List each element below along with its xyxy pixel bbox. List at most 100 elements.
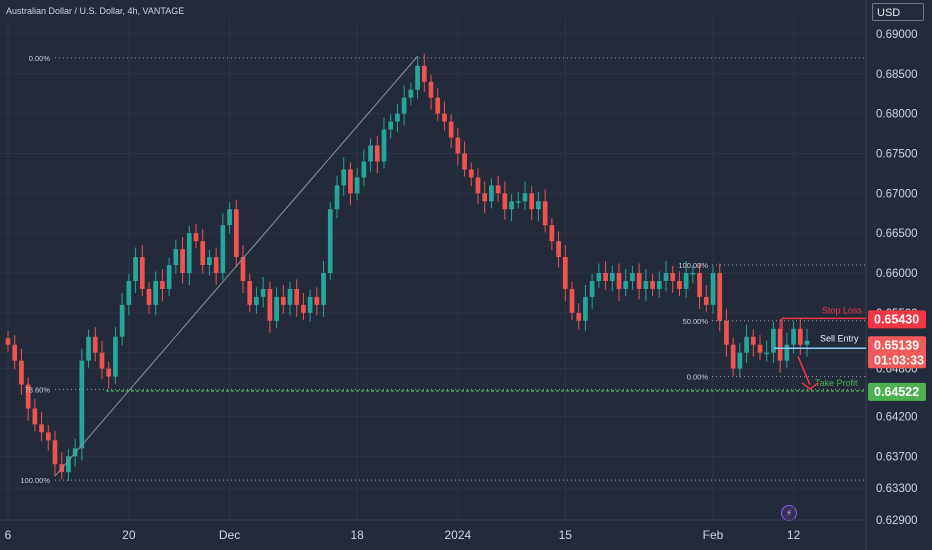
candle-body [207,257,212,266]
candle-body [341,169,347,186]
candle-body [757,344,763,353]
take-profit-price-tag-text: 0.64522 [874,385,919,399]
candle-body [771,328,776,353]
sell-entry-price-tag-text: 01:03:33 [874,353,924,367]
candle-body [348,169,353,194]
candle-body [19,360,24,385]
x-tick-label: 15 [559,528,573,542]
candle-body [784,344,790,361]
sell-entry-price-tag-box [868,336,926,369]
candle-body [690,272,696,275]
candle-body [193,233,199,242]
candle-body [656,280,662,289]
lightning-icon[interactable]: ⚡ [781,505,797,521]
candle-body [515,201,521,203]
candle-body [334,185,340,210]
candle-body [294,288,300,305]
candle-body [468,169,474,178]
candle-body [301,304,306,313]
candle-body [220,225,226,273]
candle-body [703,296,709,305]
candle-body [737,352,743,369]
candle-body [39,424,44,433]
candle-body [287,288,293,305]
candle-body [388,121,394,130]
candle-body [636,272,642,289]
candle-body [139,257,145,289]
y-tick-label: 0.67500 [876,148,918,160]
candle-body [267,288,273,321]
candle-body [509,201,514,210]
candle-body [455,137,461,154]
chart-title: Australian Dollar / U.S. Dollar, 4h, VAN… [6,6,185,16]
candle-body [764,352,770,355]
candle-body [683,272,689,289]
candle-body [536,201,541,210]
candle-body [99,352,105,369]
candle-body [113,336,118,377]
candle-body [643,280,649,289]
candle-body [401,97,407,114]
candle-body [583,296,588,321]
y-tick-label: 0.68000 [876,109,918,121]
y-tick-label: 0.63300 [876,483,918,495]
candle-body [730,344,736,369]
x-tick-label: 12 [787,528,801,542]
candle-body [623,280,629,289]
candle-body [421,65,427,82]
candle-body [797,328,803,345]
candle-body [227,209,232,226]
currency-button[interactable]: USD [872,3,924,21]
fib-level-label: 0.00% [29,54,51,63]
candle-body [45,432,51,441]
candle-body [25,384,31,409]
candle-body [119,304,125,337]
candle-body [549,225,555,242]
candle-body [180,249,185,273]
fib-trendline [54,55,418,477]
candle-body [462,153,467,170]
candle-body [52,440,58,465]
candle-body [12,344,18,361]
candle-body [677,280,682,289]
candle-body [529,193,535,210]
take-profit-label: Take Profit [815,378,858,388]
candle-body [522,193,528,202]
sell-entry-price-tag-text: 0.65139 [874,338,919,352]
candle-body [327,209,333,273]
x-tick-label: Dec [219,528,240,542]
candle-body [589,280,595,297]
y-tick-label: 0.62900 [876,515,918,527]
candle-body [609,272,615,281]
candle-body [213,257,219,273]
candle-body [697,272,702,297]
x-tick-label: 20 [122,528,136,542]
candle-body [603,272,608,281]
y-tick-label: 0.69000 [876,29,918,41]
candle-body [670,272,676,281]
candle-body [576,312,582,321]
candle-body [750,336,756,345]
candle-body [650,280,655,289]
candle-body [777,328,783,361]
candle-body [374,145,380,162]
candle-body [408,89,414,98]
candle-body [200,241,206,266]
candle-body [173,249,179,266]
candle-body [314,296,320,305]
candle-body [79,360,85,449]
candle-body [744,336,749,353]
candle-body [475,177,481,194]
candle-body [354,177,360,194]
candle-body [240,257,246,281]
candle-body [630,272,635,281]
candle-body [86,336,91,361]
candle-body [435,97,441,114]
candle-body [66,456,71,473]
candle-body [717,272,723,321]
candle-body [489,185,494,202]
candle-body [254,296,259,305]
y-tick-label: 0.67000 [876,188,918,200]
candle-body [274,296,279,321]
